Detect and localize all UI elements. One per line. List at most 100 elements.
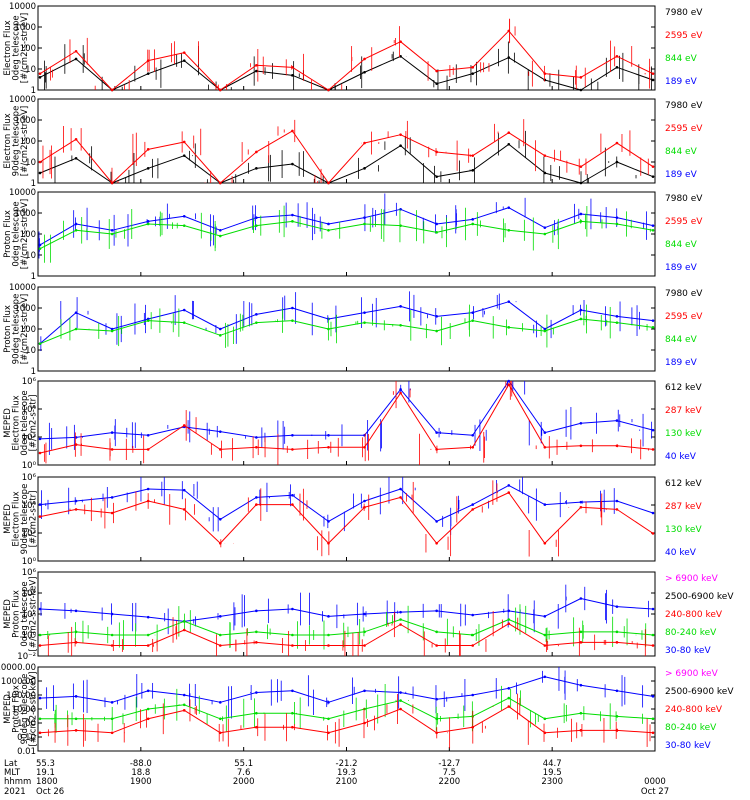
- series-segment: [616, 500, 654, 514]
- series-segment: [616, 631, 654, 636]
- series-segment: [111, 73, 149, 91]
- series-segment: [400, 708, 437, 734]
- series-segment: [616, 315, 654, 322]
- series-189-ev: [38, 291, 655, 352]
- series-segment: [111, 718, 149, 734]
- series-segment: [184, 620, 221, 636]
- series-segment: [400, 324, 437, 332]
- series-segment: [111, 148, 149, 184]
- series-segment: [400, 392, 438, 450]
- series-segment: [508, 57, 546, 81]
- series-segment: [219, 504, 257, 544]
- series-segment: [616, 322, 654, 328]
- y-axis-label: [#/cm2-s-str-eV]: [20, 199, 30, 269]
- legend-entry: 240-800 keV: [665, 610, 723, 620]
- series-segment: [39, 138, 77, 163]
- series-segment: [400, 145, 437, 178]
- series-segment: [39, 312, 77, 345]
- y-tick-label: 1000: [14, 304, 36, 314]
- panel-frame: [37, 476, 656, 562]
- y-axis-label: [#/cm2-s-str-eV]: [20, 294, 30, 364]
- series-segment: [364, 145, 401, 169]
- y-tick-label: 1.00: [17, 719, 36, 729]
- series-segment: [220, 610, 257, 617]
- series-segment: [76, 610, 113, 615]
- series-segment: [147, 620, 185, 636]
- series-segment: [328, 217, 365, 225]
- y-axis-label: 0deg telescope: [12, 15, 22, 80]
- series-segment: [256, 446, 293, 450]
- series-segment: [544, 422, 582, 434]
- series-segment: [39, 436, 77, 440]
- panel-frame: [37, 571, 656, 657]
- y-axis-label: MEPED: [3, 599, 13, 629]
- series-2595-ev: [38, 18, 655, 92]
- series-segment: [472, 610, 509, 616]
- series-segment: [184, 309, 221, 330]
- series-segment: [256, 641, 293, 646]
- series-segment: [472, 384, 510, 448]
- legend-entry: 844 eV: [665, 147, 698, 157]
- y-tick-label: 10000: [9, 188, 36, 198]
- series-segment: [400, 488, 437, 522]
- series-segment: [220, 631, 257, 636]
- panel-frame: [37, 5, 656, 91]
- legend-entry: 2595 eV: [665, 124, 703, 134]
- y-axis-label: Electron Flux: [12, 491, 22, 546]
- y-tick-label: 100: [20, 325, 36, 335]
- annotation-row-label: hhmm: [4, 777, 31, 787]
- series-segment: [76, 508, 113, 514]
- y-axis-label: Proton Flux: [3, 305, 13, 353]
- y-axis-label: Proton Flux: [12, 685, 22, 733]
- y-tick-label: 10²: [22, 529, 36, 539]
- y-tick-label: 10⁴: [22, 405, 37, 415]
- series-segment: [256, 434, 293, 438]
- series-segment: [508, 207, 546, 229]
- series-segment: [39, 729, 77, 734]
- series-segment: [364, 223, 401, 227]
- series-segment: [580, 420, 617, 424]
- series-segment: [544, 213, 582, 229]
- series-segment: [256, 64, 293, 68]
- annotation-value: 2200: [439, 777, 461, 787]
- series-segment: [436, 631, 473, 636]
- series-segment: [183, 141, 221, 184]
- series-segment: [328, 613, 365, 617]
- series-segment: [75, 157, 113, 184]
- series-segment: [256, 214, 293, 219]
- series-segment: [472, 223, 509, 231]
- y-tick-label: 10: [25, 346, 36, 356]
- series-segment: [436, 694, 473, 700]
- series-segment: [256, 690, 293, 694]
- series-segment: [292, 307, 329, 320]
- series-segment: [76, 729, 113, 734]
- series-segment: [436, 223, 473, 233]
- series-segment: [508, 697, 546, 720]
- series-segment: [544, 641, 581, 646]
- annotation-value: 19.3: [337, 768, 356, 778]
- series-segment: [220, 692, 257, 703]
- series-segment: [39, 631, 77, 636]
- series-segment: [436, 715, 473, 720]
- y-axis-label: 90deg telescope: [20, 674, 30, 745]
- legend-entry: 844 eV: [665, 335, 698, 345]
- series-segment: [364, 619, 401, 633]
- series-segment: [364, 690, 401, 694]
- series-segment: [183, 60, 221, 91]
- series-segment: [616, 217, 654, 227]
- legend-entry: 844 eV: [665, 240, 698, 250]
- series-844-ev: [38, 304, 655, 348]
- series-segment: [472, 207, 509, 220]
- series-segment: [147, 424, 185, 450]
- series-segment: [220, 322, 257, 336]
- series-segment: [472, 30, 510, 68]
- legend-entry: 287 keV: [665, 406, 702, 416]
- series-segment: [76, 328, 113, 332]
- legend-entry: 130 keV: [665, 429, 702, 439]
- series-segment: [184, 225, 221, 237]
- series-segment: [580, 712, 617, 717]
- series-segment: [328, 312, 365, 320]
- legend-entry: 240-800 keV: [665, 705, 723, 715]
- series-segment: [220, 496, 257, 520]
